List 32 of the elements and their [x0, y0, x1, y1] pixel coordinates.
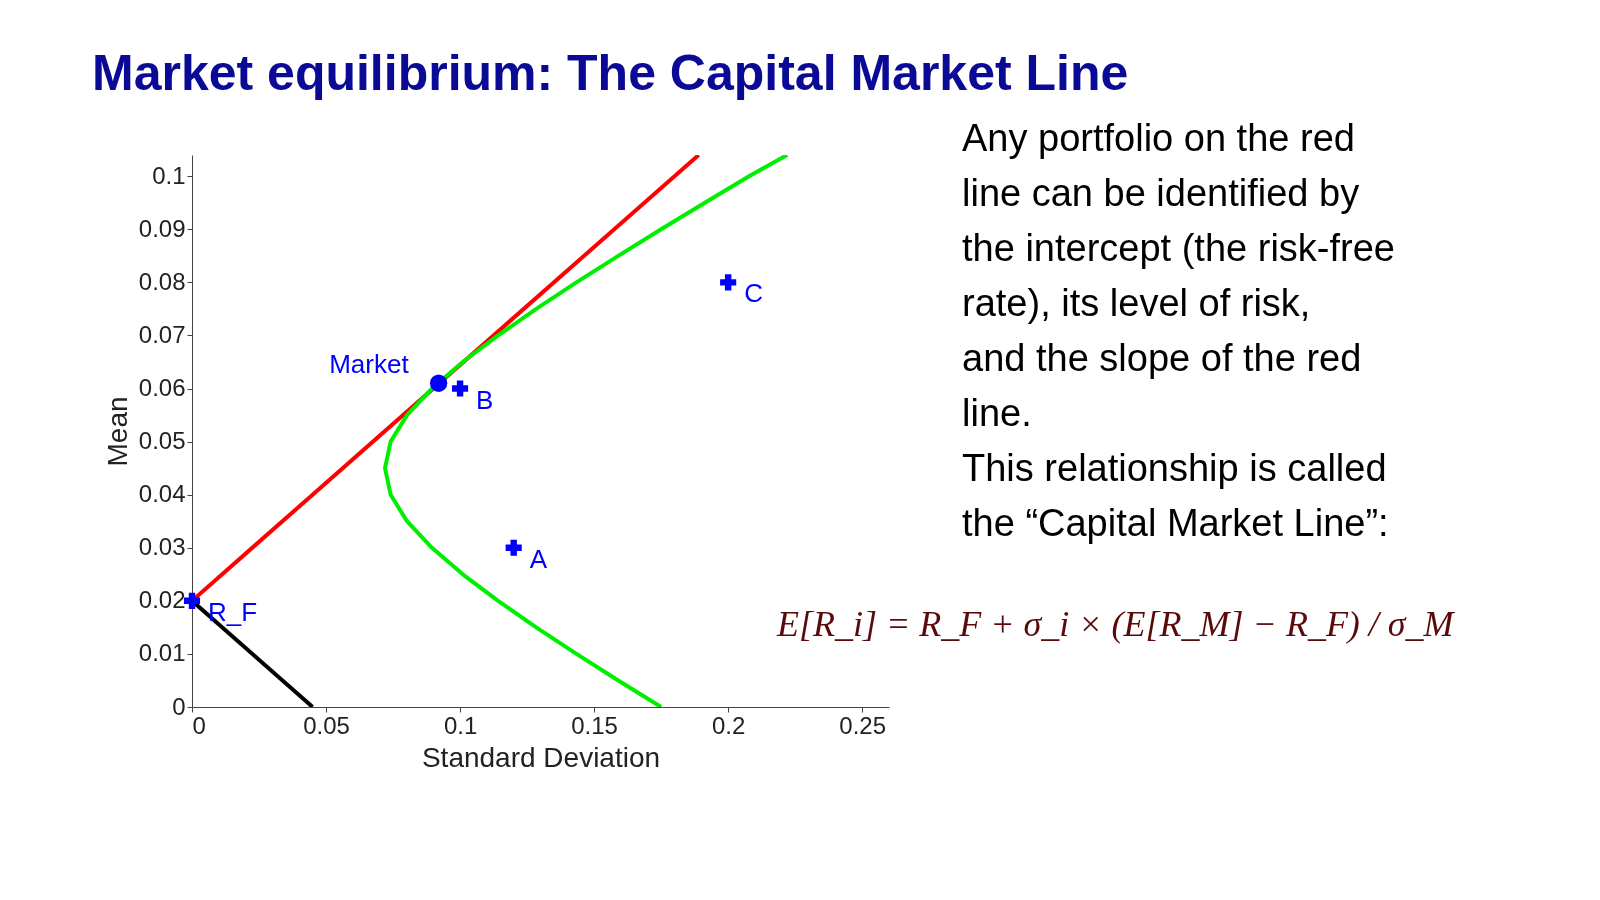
x-axis-title: Standard Deviation — [421, 741, 661, 773]
text: This relationship is called the “Capital Market Line”: — [962, 447, 1389, 544]
y-tick-label: 0.07 — [138, 320, 186, 348]
x-tick-label: 0.05 — [303, 711, 350, 739]
y-tick-label: 0.08 — [138, 267, 186, 295]
annotation: E[R_i] = R_F + σ_i × (E[R_M] − R_F) / σ_M — [776, 604, 1456, 644]
y-tick-label: 0.03 — [138, 533, 186, 561]
x-tick-label: 0.1 — [443, 711, 478, 739]
chart-title: Market equilibrium: The Capital Market Line — [92, 45, 1129, 101]
annotation: A — [529, 543, 548, 574]
y-tick-label: 0.04 — [138, 480, 186, 508]
point — [429, 374, 448, 392]
y-tick-label: 0.09 — [138, 214, 186, 242]
x-tick-label: 0.2 — [711, 711, 746, 739]
annotation: R_F — [208, 596, 258, 627]
point — [720, 274, 737, 291]
y-tick-label: 0.05 — [138, 427, 186, 455]
x-tick-label: 0 — [192, 711, 206, 739]
y-tick-label: 0.01 — [138, 639, 186, 667]
x-tick-label: 0.25 — [839, 711, 887, 739]
x-tick-label: 0.15 — [571, 711, 618, 739]
y-tick-label: 0.06 — [138, 374, 186, 402]
text: Any portfolio on the red line can be identified by the intercept (the risk-free rate), its level of risk, and the slope of the red line. — [962, 117, 1395, 434]
point — [452, 380, 469, 397]
y-tick-label: 0.1 — [152, 161, 186, 189]
annotation: B — [476, 384, 494, 415]
y-tick-label: 0.02 — [138, 586, 186, 614]
point — [505, 539, 522, 556]
annotation: C — [744, 278, 763, 309]
y-axis-title: Mean — [101, 396, 133, 467]
y-tick-label: 0 — [172, 692, 186, 720]
annotation: Market — [329, 349, 410, 380]
